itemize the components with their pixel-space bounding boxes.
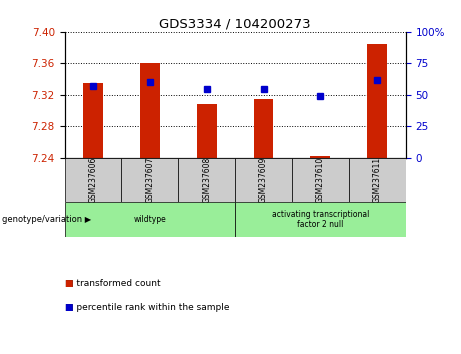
Text: ■ transformed count: ■ transformed count xyxy=(65,279,160,288)
Bar xyxy=(292,158,349,202)
Bar xyxy=(197,104,217,158)
Title: GDS3334 / 104200273: GDS3334 / 104200273 xyxy=(160,18,311,31)
Bar xyxy=(349,158,406,202)
Text: GSM237608: GSM237608 xyxy=(202,157,211,203)
Text: wildtype: wildtype xyxy=(133,215,166,224)
Bar xyxy=(140,63,160,158)
Text: ■: ■ xyxy=(65,279,73,288)
Bar xyxy=(367,44,387,158)
Bar xyxy=(254,99,273,158)
Text: genotype/variation ▶: genotype/variation ▶ xyxy=(2,215,92,224)
Text: ■: ■ xyxy=(65,303,73,313)
Bar xyxy=(310,156,331,158)
Bar xyxy=(178,158,235,202)
Bar xyxy=(65,202,235,237)
Text: ■ percentile rank within the sample: ■ percentile rank within the sample xyxy=(65,303,229,313)
Text: GSM237609: GSM237609 xyxy=(259,157,268,203)
Bar xyxy=(235,202,406,237)
Bar xyxy=(65,158,121,202)
Text: GSM237611: GSM237611 xyxy=(373,157,382,203)
Text: activating transcriptional
factor 2 null: activating transcriptional factor 2 null xyxy=(272,210,369,229)
Bar xyxy=(121,158,178,202)
Text: GSM237606: GSM237606 xyxy=(89,157,97,203)
Bar xyxy=(235,158,292,202)
Text: GSM237607: GSM237607 xyxy=(145,157,154,203)
Bar xyxy=(83,83,103,158)
Text: GSM237610: GSM237610 xyxy=(316,157,325,203)
